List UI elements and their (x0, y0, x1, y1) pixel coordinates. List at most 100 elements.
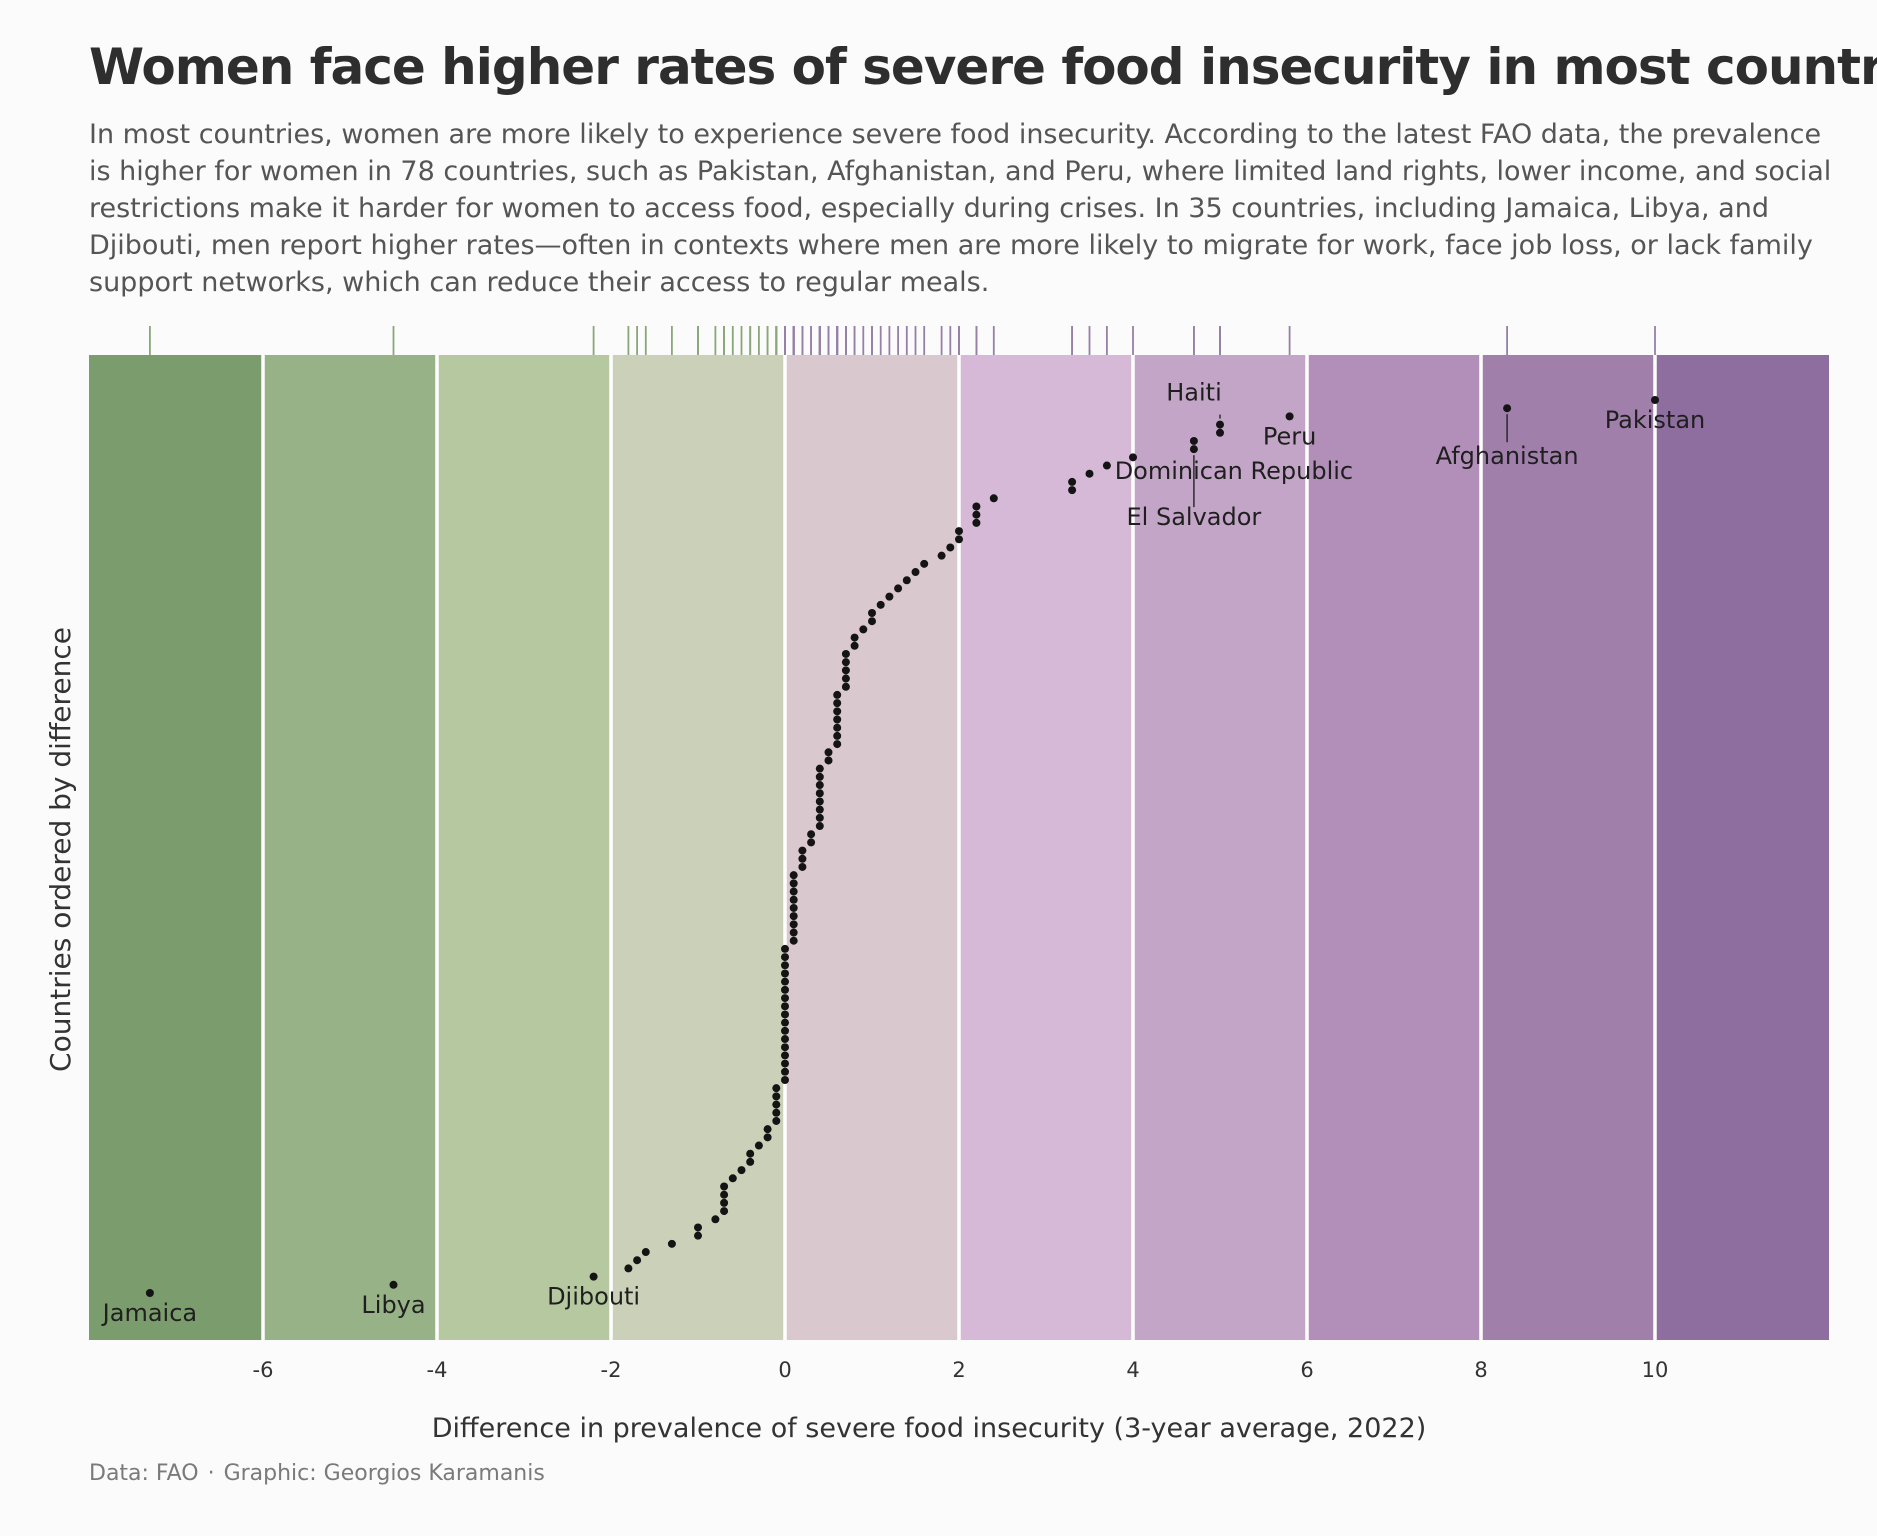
data-point (763, 1125, 772, 1134)
band--2-to-0 (611, 355, 785, 1340)
data-point (728, 1174, 737, 1183)
country-label: Jamaica (101, 1299, 197, 1327)
data-point (1216, 420, 1224, 429)
data-point (955, 535, 963, 544)
data-point (972, 518, 981, 527)
band-4-to-6 (1133, 355, 1307, 1340)
data-point (781, 944, 789, 953)
data-point (772, 1100, 781, 1109)
data-point (955, 527, 963, 536)
data-point (841, 649, 850, 658)
data-point (1285, 412, 1294, 421)
data-point (807, 838, 816, 847)
data-point (868, 609, 876, 618)
data-point (789, 920, 798, 929)
data-point (781, 1026, 789, 1035)
band-0-to-2 (785, 355, 959, 1340)
data-point (789, 903, 798, 912)
data-point (920, 559, 929, 568)
data-point (694, 1223, 702, 1232)
data-point (1129, 453, 1137, 462)
data-point (815, 772, 824, 781)
x-tick-label: 8 (1474, 1358, 1487, 1382)
background-bands (89, 355, 1829, 1340)
data-point (1216, 428, 1224, 437)
x-tick-label: -2 (601, 1358, 622, 1382)
data-point (789, 936, 798, 945)
data-point (841, 674, 850, 683)
data-point (781, 1059, 789, 1068)
data-point (746, 1157, 755, 1166)
data-point (145, 1289, 154, 1297)
data-point (1503, 404, 1512, 413)
chart-subtitle: In most countries, women are more likely… (89, 119, 1832, 298)
country-label: Djibouti (547, 1283, 640, 1311)
data-point (824, 756, 833, 765)
data-point (815, 822, 824, 831)
data-point (1651, 396, 1659, 404)
data-point (781, 1043, 789, 1052)
data-point (781, 1051, 789, 1060)
data-point (720, 1198, 729, 1207)
data-point (868, 617, 876, 626)
data-point (1102, 461, 1111, 470)
data-point (902, 576, 911, 585)
y-axis-label: Countries ordered by difference (44, 627, 77, 1072)
data-point (824, 748, 833, 757)
data-point (946, 543, 955, 552)
data-point (815, 781, 824, 790)
data-point (737, 1166, 746, 1175)
x-tick-label: 0 (778, 1358, 791, 1382)
country-label: Afghanistan (1436, 442, 1579, 470)
data-point (798, 846, 807, 855)
data-point (1068, 486, 1077, 495)
data-point (589, 1272, 598, 1281)
data-point (754, 1141, 763, 1150)
data-point (781, 1018, 789, 1027)
data-point (789, 871, 798, 880)
data-point (833, 699, 842, 708)
data-point (746, 1149, 755, 1158)
data-point (937, 551, 946, 560)
caption-data: Data: FAO (89, 1461, 199, 1486)
data-point (911, 568, 920, 577)
data-point (720, 1207, 729, 1216)
data-point (781, 1010, 789, 1019)
chart-title: Women face higher rates of severe food i… (89, 38, 1877, 96)
data-point (772, 1108, 781, 1117)
data-point (624, 1264, 633, 1273)
band-8-to-10 (1481, 355, 1655, 1340)
source-caption: Data: FAO · Graphic: Georgios Karamanis (89, 1461, 545, 1486)
data-point (876, 600, 885, 609)
data-point (850, 633, 859, 642)
band-2-to-4 (959, 355, 1133, 1340)
data-point (667, 1239, 676, 1248)
data-point (850, 641, 859, 650)
data-point (781, 969, 789, 978)
x-tick-label: 6 (1300, 1358, 1313, 1382)
data-point (720, 1182, 729, 1191)
data-point (694, 1231, 702, 1240)
data-point (833, 707, 842, 716)
band-10-to-12 (1655, 355, 1829, 1340)
data-point (781, 994, 789, 1003)
x-tick-label: 2 (952, 1358, 965, 1382)
rug-ticks (148, 326, 1656, 355)
data-point (859, 625, 868, 634)
data-point (798, 854, 807, 863)
caption-graphic: Graphic: Georgios Karamanis (223, 1461, 545, 1486)
data-point (815, 805, 824, 814)
data-point (833, 690, 842, 699)
data-point (989, 494, 998, 503)
data-point (781, 1067, 789, 1076)
data-point (789, 887, 798, 896)
country-label: Pakistan (1605, 406, 1706, 434)
data-point (781, 1075, 789, 1084)
country-label: Peru (1263, 422, 1316, 450)
country-label: El Salvador (1127, 503, 1262, 531)
country-label: Dominican Republic (1115, 457, 1353, 485)
band--4-to--2 (437, 355, 611, 1340)
data-point (389, 1280, 398, 1289)
data-point (833, 740, 842, 749)
